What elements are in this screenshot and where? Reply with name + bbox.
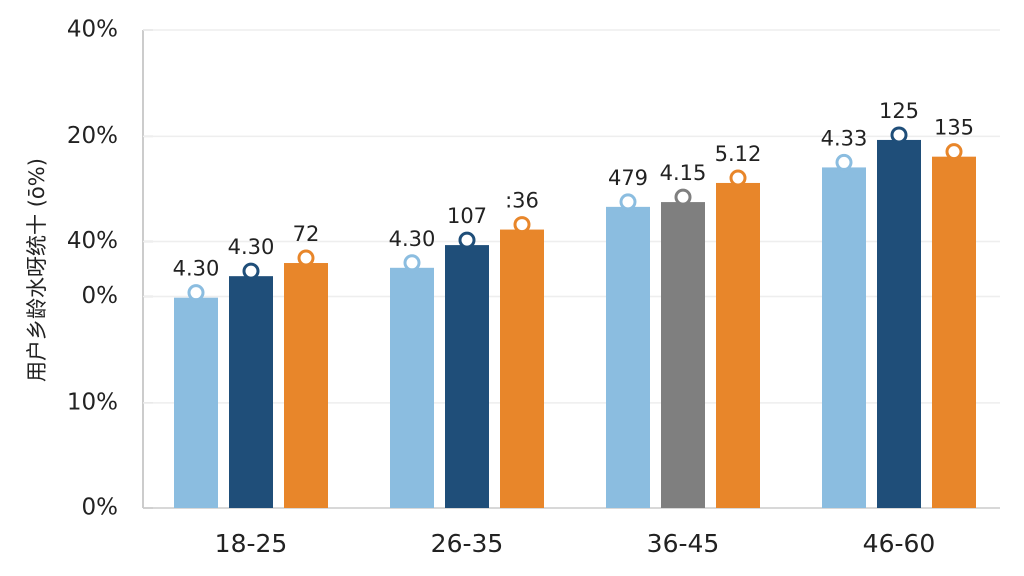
bar-marker xyxy=(619,193,637,211)
data-label: 4.30 xyxy=(228,235,275,259)
bar-marker xyxy=(729,169,747,187)
bar xyxy=(932,156,976,509)
bar xyxy=(500,229,544,508)
bar-marker xyxy=(403,254,421,272)
bar xyxy=(229,276,273,508)
bar-marker xyxy=(187,284,205,302)
x-tick-label: 26-35 xyxy=(431,529,504,558)
bar xyxy=(716,182,760,508)
bar xyxy=(877,139,921,508)
y-axis-label: 用户乡龄水呀统十 (ō%) xyxy=(25,158,49,382)
data-label: 107 xyxy=(447,204,487,228)
bar xyxy=(822,167,866,509)
bar-marker xyxy=(513,216,531,234)
bar xyxy=(390,267,434,508)
x-tick-label: 36-45 xyxy=(647,529,720,558)
y-tick-label: 20% xyxy=(67,123,118,149)
bar xyxy=(606,206,650,509)
data-label: 4.30 xyxy=(389,227,436,251)
bar-marker xyxy=(674,188,692,206)
bar-marker xyxy=(890,126,908,144)
y-tick-label: 10% xyxy=(67,389,118,415)
y-tick-label: 40% xyxy=(67,17,118,43)
data-label: 4.15 xyxy=(660,161,707,185)
bar-marker xyxy=(945,143,963,161)
bar-marker xyxy=(297,249,315,267)
bar-marker xyxy=(458,231,476,249)
bar xyxy=(284,263,328,508)
data-label: 72 xyxy=(293,222,320,246)
bar xyxy=(445,245,489,508)
data-label: 479 xyxy=(608,166,648,190)
y-tick-label: 0% xyxy=(82,283,119,309)
data-label: 5.12 xyxy=(715,142,762,166)
data-label: 125 xyxy=(879,99,919,123)
bar-marker xyxy=(835,153,853,171)
data-label: :36 xyxy=(505,189,539,213)
y-tick-label: 0% xyxy=(82,495,119,521)
bar-marker xyxy=(242,262,260,280)
data-label: 4.30 xyxy=(173,257,220,281)
y-tick-label: 40% xyxy=(67,228,118,254)
x-tick-label: 46-60 xyxy=(863,529,936,558)
data-label: 4.33 xyxy=(821,126,868,150)
bar xyxy=(661,202,705,508)
bar xyxy=(174,297,218,508)
data-label: 135 xyxy=(934,116,974,140)
x-tick-label: 18-25 xyxy=(215,529,288,558)
